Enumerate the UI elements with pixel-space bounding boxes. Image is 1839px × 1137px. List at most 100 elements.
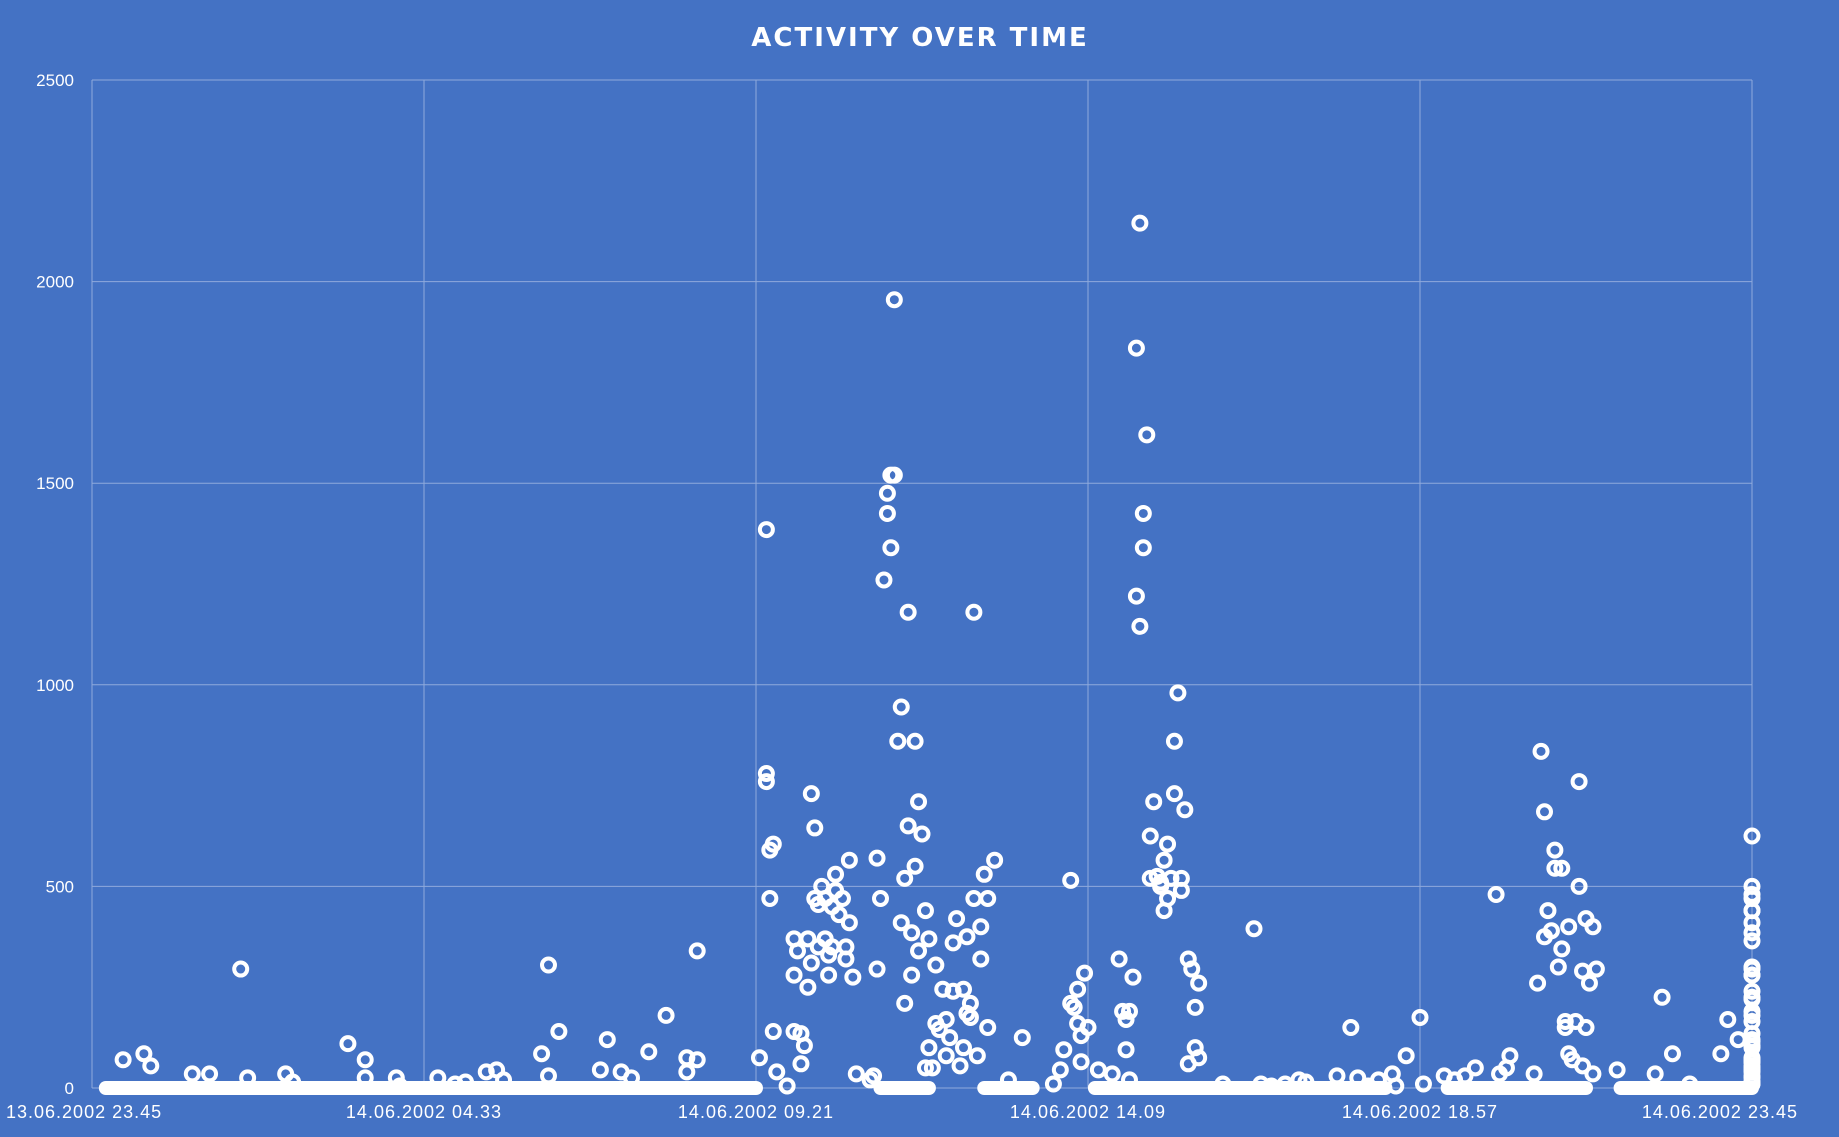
data-point bbox=[1574, 1057, 1592, 1075]
data-point bbox=[1729, 1031, 1747, 1049]
data-point bbox=[1546, 841, 1564, 859]
data-point bbox=[1608, 1061, 1626, 1079]
data-point bbox=[806, 819, 824, 837]
data-point bbox=[284, 1073, 302, 1091]
data-point bbox=[135, 1045, 153, 1063]
data-point bbox=[1387, 1077, 1405, 1095]
data-point bbox=[1577, 1019, 1595, 1037]
data-point bbox=[761, 889, 779, 907]
data-point bbox=[789, 942, 806, 960]
data-point bbox=[999, 1071, 1017, 1089]
data-point bbox=[757, 765, 775, 783]
y-tick-label: 2000 bbox=[36, 273, 74, 292]
data-point bbox=[847, 1065, 865, 1083]
data-point bbox=[972, 950, 990, 968]
y-tick-label: 1500 bbox=[36, 474, 74, 493]
data-point bbox=[903, 924, 921, 942]
data-point bbox=[792, 1055, 810, 1073]
data-point bbox=[142, 1057, 160, 1075]
data-point bbox=[927, 956, 945, 974]
data-point bbox=[799, 930, 817, 948]
y-tick-label: 500 bbox=[46, 877, 74, 896]
data-point bbox=[961, 994, 979, 1012]
data-point bbox=[1542, 922, 1560, 940]
data-point bbox=[1117, 1041, 1135, 1059]
data-point bbox=[1743, 902, 1761, 920]
data-point bbox=[872, 889, 889, 907]
data-point bbox=[958, 928, 976, 946]
data-point bbox=[979, 889, 997, 907]
data-point bbox=[533, 1045, 551, 1063]
data-point bbox=[1342, 1019, 1360, 1037]
data-point bbox=[623, 1069, 640, 1087]
data-point bbox=[1169, 684, 1187, 702]
data-point bbox=[1141, 827, 1159, 845]
data-point bbox=[986, 851, 1004, 869]
data-point bbox=[750, 1049, 768, 1067]
data-point bbox=[1743, 982, 1761, 1000]
data-point bbox=[1121, 1002, 1138, 1020]
data-point bbox=[339, 1035, 357, 1053]
data-point bbox=[955, 980, 972, 998]
data-point bbox=[356, 1051, 374, 1069]
data-point bbox=[232, 960, 250, 978]
data-point bbox=[1183, 960, 1201, 978]
data-point bbox=[840, 851, 858, 869]
data-point bbox=[899, 603, 917, 621]
x-tick-label: 14.06.2002 14.09 bbox=[1010, 1102, 1166, 1122]
data-point bbox=[1584, 1065, 1602, 1083]
data-point bbox=[1546, 859, 1564, 877]
data-point bbox=[1152, 877, 1170, 895]
data-point bbox=[757, 773, 775, 791]
data-point bbox=[868, 849, 886, 867]
data-point bbox=[1252, 1075, 1270, 1093]
data-point bbox=[920, 930, 938, 948]
data-point bbox=[1539, 902, 1557, 920]
data-point bbox=[1549, 958, 1567, 976]
data-point bbox=[598, 1031, 616, 1049]
data-point bbox=[1743, 924, 1761, 942]
data-point bbox=[896, 994, 914, 1012]
data-point bbox=[1134, 504, 1152, 522]
data-point bbox=[1131, 214, 1149, 232]
data-point bbox=[820, 966, 838, 984]
data-point bbox=[1529, 974, 1547, 992]
data-point bbox=[937, 1010, 955, 1028]
data-point bbox=[910, 793, 928, 811]
data-point bbox=[1145, 793, 1163, 811]
data-point bbox=[1214, 1075, 1232, 1093]
data-point bbox=[1117, 1010, 1135, 1028]
data-point bbox=[429, 1069, 447, 1087]
data-point bbox=[837, 950, 855, 968]
data-point bbox=[1138, 426, 1156, 444]
data-point bbox=[446, 1075, 464, 1093]
data-point bbox=[550, 1023, 568, 1041]
data-point bbox=[457, 1073, 474, 1091]
data-point bbox=[1127, 587, 1145, 605]
data-point bbox=[896, 869, 914, 887]
data-point bbox=[1456, 1067, 1474, 1085]
data-point bbox=[1397, 1047, 1415, 1065]
x-axis-tick-labels: 13.06.2002 23.45 14.06.2002 04.33 14.06.20… bbox=[6, 1102, 1797, 1122]
data-point bbox=[1743, 966, 1761, 984]
data-point bbox=[1646, 1065, 1664, 1083]
data-point bbox=[1743, 1031, 1761, 1049]
data-point bbox=[965, 889, 983, 907]
data-point bbox=[875, 571, 893, 589]
data-point bbox=[937, 1047, 955, 1065]
data-point bbox=[1570, 877, 1588, 895]
data-point bbox=[1131, 617, 1149, 635]
data-point bbox=[1176, 801, 1194, 819]
y-tick-label: 1000 bbox=[36, 676, 74, 695]
x-tick-label: 14.06.2002 04.33 bbox=[346, 1102, 502, 1122]
data-point bbox=[916, 902, 934, 920]
data-point bbox=[951, 1057, 969, 1075]
data-point bbox=[795, 1037, 813, 1055]
data-point bbox=[979, 1019, 997, 1037]
data-point bbox=[201, 1065, 219, 1083]
data-point bbox=[1165, 785, 1183, 803]
data-point bbox=[1653, 988, 1671, 1006]
data-point bbox=[1079, 1019, 1097, 1037]
data-point bbox=[1103, 1065, 1121, 1083]
